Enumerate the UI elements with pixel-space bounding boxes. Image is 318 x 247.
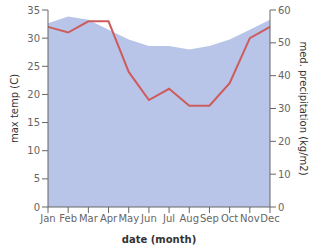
svg-text:0: 0 [278, 202, 284, 213]
svg-text:Jan: Jan [39, 213, 55, 224]
svg-text:20: 20 [278, 136, 291, 147]
svg-text:10: 10 [278, 169, 291, 180]
svg-text:35: 35 [27, 5, 40, 16]
svg-text:Feb: Feb [59, 213, 77, 224]
svg-text:20: 20 [27, 89, 40, 100]
svg-text:Oct: Oct [221, 213, 238, 224]
svg-text:10: 10 [27, 145, 40, 156]
svg-text:max temp (C): max temp (C) [9, 74, 20, 143]
svg-text:Dec: Dec [260, 213, 279, 224]
svg-text:30: 30 [278, 103, 291, 114]
svg-text:Sep: Sep [200, 213, 219, 224]
svg-text:Jun: Jun [140, 213, 157, 224]
svg-text:Jul: Jul [162, 213, 175, 224]
svg-text:30: 30 [27, 33, 40, 44]
svg-text:Apr: Apr [100, 213, 118, 224]
svg-text:25: 25 [27, 61, 40, 72]
svg-text:50: 50 [278, 37, 291, 48]
svg-text:5: 5 [34, 173, 40, 184]
svg-text:0: 0 [34, 202, 40, 213]
svg-text:40: 40 [278, 70, 291, 81]
svg-text:med. precipitation (kg/m2): med. precipitation (kg/m2) [298, 41, 309, 175]
svg-text:date (month): date (month) [122, 234, 196, 245]
svg-text:Nov: Nov [240, 213, 260, 224]
svg-text:May: May [118, 213, 139, 224]
svg-text:15: 15 [27, 117, 40, 128]
svg-text:Aug: Aug [180, 213, 200, 224]
svg-text:60: 60 [278, 5, 291, 16]
svg-text:Mar: Mar [79, 213, 99, 224]
